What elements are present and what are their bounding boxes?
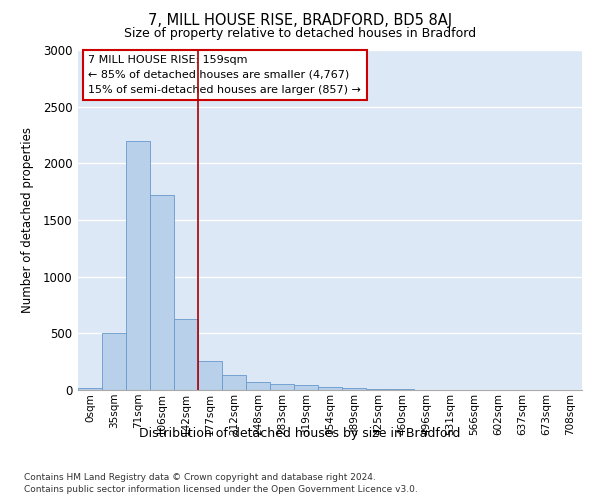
Text: Contains public sector information licensed under the Open Government Licence v3: Contains public sector information licen… — [24, 485, 418, 494]
Bar — [174, 318, 198, 390]
Bar — [318, 386, 342, 390]
Bar — [222, 376, 246, 390]
Bar — [342, 388, 366, 390]
Bar — [294, 386, 318, 390]
Text: Size of property relative to detached houses in Bradford: Size of property relative to detached ho… — [124, 28, 476, 40]
Text: Contains HM Land Registry data © Crown copyright and database right 2024.: Contains HM Land Registry data © Crown c… — [24, 472, 376, 482]
Bar — [198, 360, 222, 390]
Bar — [126, 140, 150, 390]
Y-axis label: Number of detached properties: Number of detached properties — [22, 127, 34, 313]
Bar — [246, 382, 270, 390]
Text: Distribution of detached houses by size in Bradford: Distribution of detached houses by size … — [139, 428, 461, 440]
Bar — [78, 388, 102, 390]
Bar — [270, 384, 294, 390]
Bar — [150, 195, 174, 390]
Bar — [102, 334, 126, 390]
Bar — [366, 389, 390, 390]
Text: 7, MILL HOUSE RISE, BRADFORD, BD5 8AJ: 7, MILL HOUSE RISE, BRADFORD, BD5 8AJ — [148, 12, 452, 28]
Text: 7 MILL HOUSE RISE: 159sqm
← 85% of detached houses are smaller (4,767)
15% of se: 7 MILL HOUSE RISE: 159sqm ← 85% of detac… — [88, 55, 361, 94]
